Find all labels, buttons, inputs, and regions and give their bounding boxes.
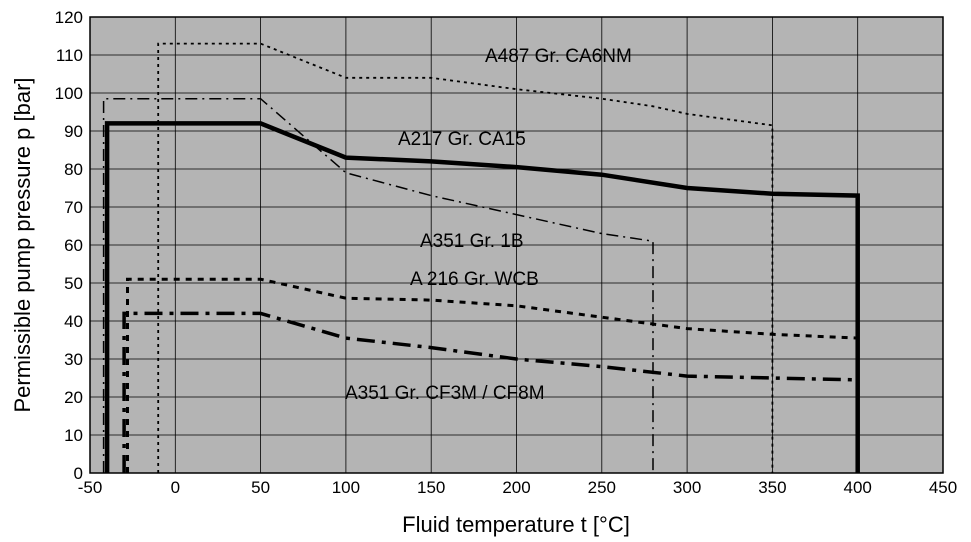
series-label-4: A351 Gr. CF3M / CF8M — [345, 383, 545, 404]
x-axis-title: Fluid temperature t [°C] — [402, 512, 630, 537]
y-tick-label: 120 — [55, 8, 83, 27]
series-line-0 — [157, 42, 774, 473]
x-tick-label: 50 — [251, 478, 270, 497]
y-tick-label: 0 — [74, 464, 83, 483]
series-label-1: A217 Gr. CA15 — [398, 129, 526, 150]
y-tick-label: 110 — [56, 46, 83, 65]
y-tick-label: 90 — [64, 122, 83, 141]
series-line-1 — [104, 121, 860, 473]
series-label-3: A 216 Gr. WCB — [410, 269, 539, 290]
plot-border — [89, 16, 944, 474]
y-tick-label: 60 — [64, 236, 83, 255]
tick-labels: -50 0 50 100 150 200 250 300 350 400 4500102030405… — [55, 8, 958, 497]
x-tick-label: 250 — [588, 478, 616, 497]
x-tick-label: 300 — [673, 478, 701, 497]
y-tick-label: 30 — [64, 350, 83, 369]
x-tick-label: 450 — [929, 478, 957, 497]
y-tick-label: 40 — [64, 312, 83, 331]
y-tick-label: 10 — [64, 426, 83, 445]
x-tick-label: 350 — [758, 478, 786, 497]
series-label-2: A351 Gr. 1B — [420, 231, 524, 252]
series-line-2 — [102, 97, 654, 473]
x-tick-label: 100 — [332, 478, 360, 497]
x-tick-label: 0 — [171, 478, 180, 497]
series-lines — [102, 42, 860, 473]
series-label-0: A487 Gr. CA6NM — [485, 46, 632, 67]
x-tick-label: -50 — [78, 478, 103, 497]
series-line-3 — [126, 277, 858, 473]
series-line-4 — [122, 311, 858, 473]
y-axis-title: Permissible pump pressure p [bar] — [10, 77, 35, 412]
x-tick-label: 400 — [844, 478, 872, 497]
x-tick-label: 150 — [417, 478, 445, 497]
y-tick-label: 50 — [64, 274, 83, 293]
y-tick-label: 70 — [64, 198, 83, 217]
x-tick-label: 200 — [502, 478, 530, 497]
grid-lines — [89, 16, 944, 474]
y-tick-label: 100 — [55, 84, 83, 103]
series-labels: A487 Gr. CA6NM A217 Gr. CA15 A351 Gr. 1B A … — [345, 46, 632, 404]
y-tick-label: 80 — [64, 160, 83, 179]
y-tick-label: 20 — [64, 388, 83, 407]
